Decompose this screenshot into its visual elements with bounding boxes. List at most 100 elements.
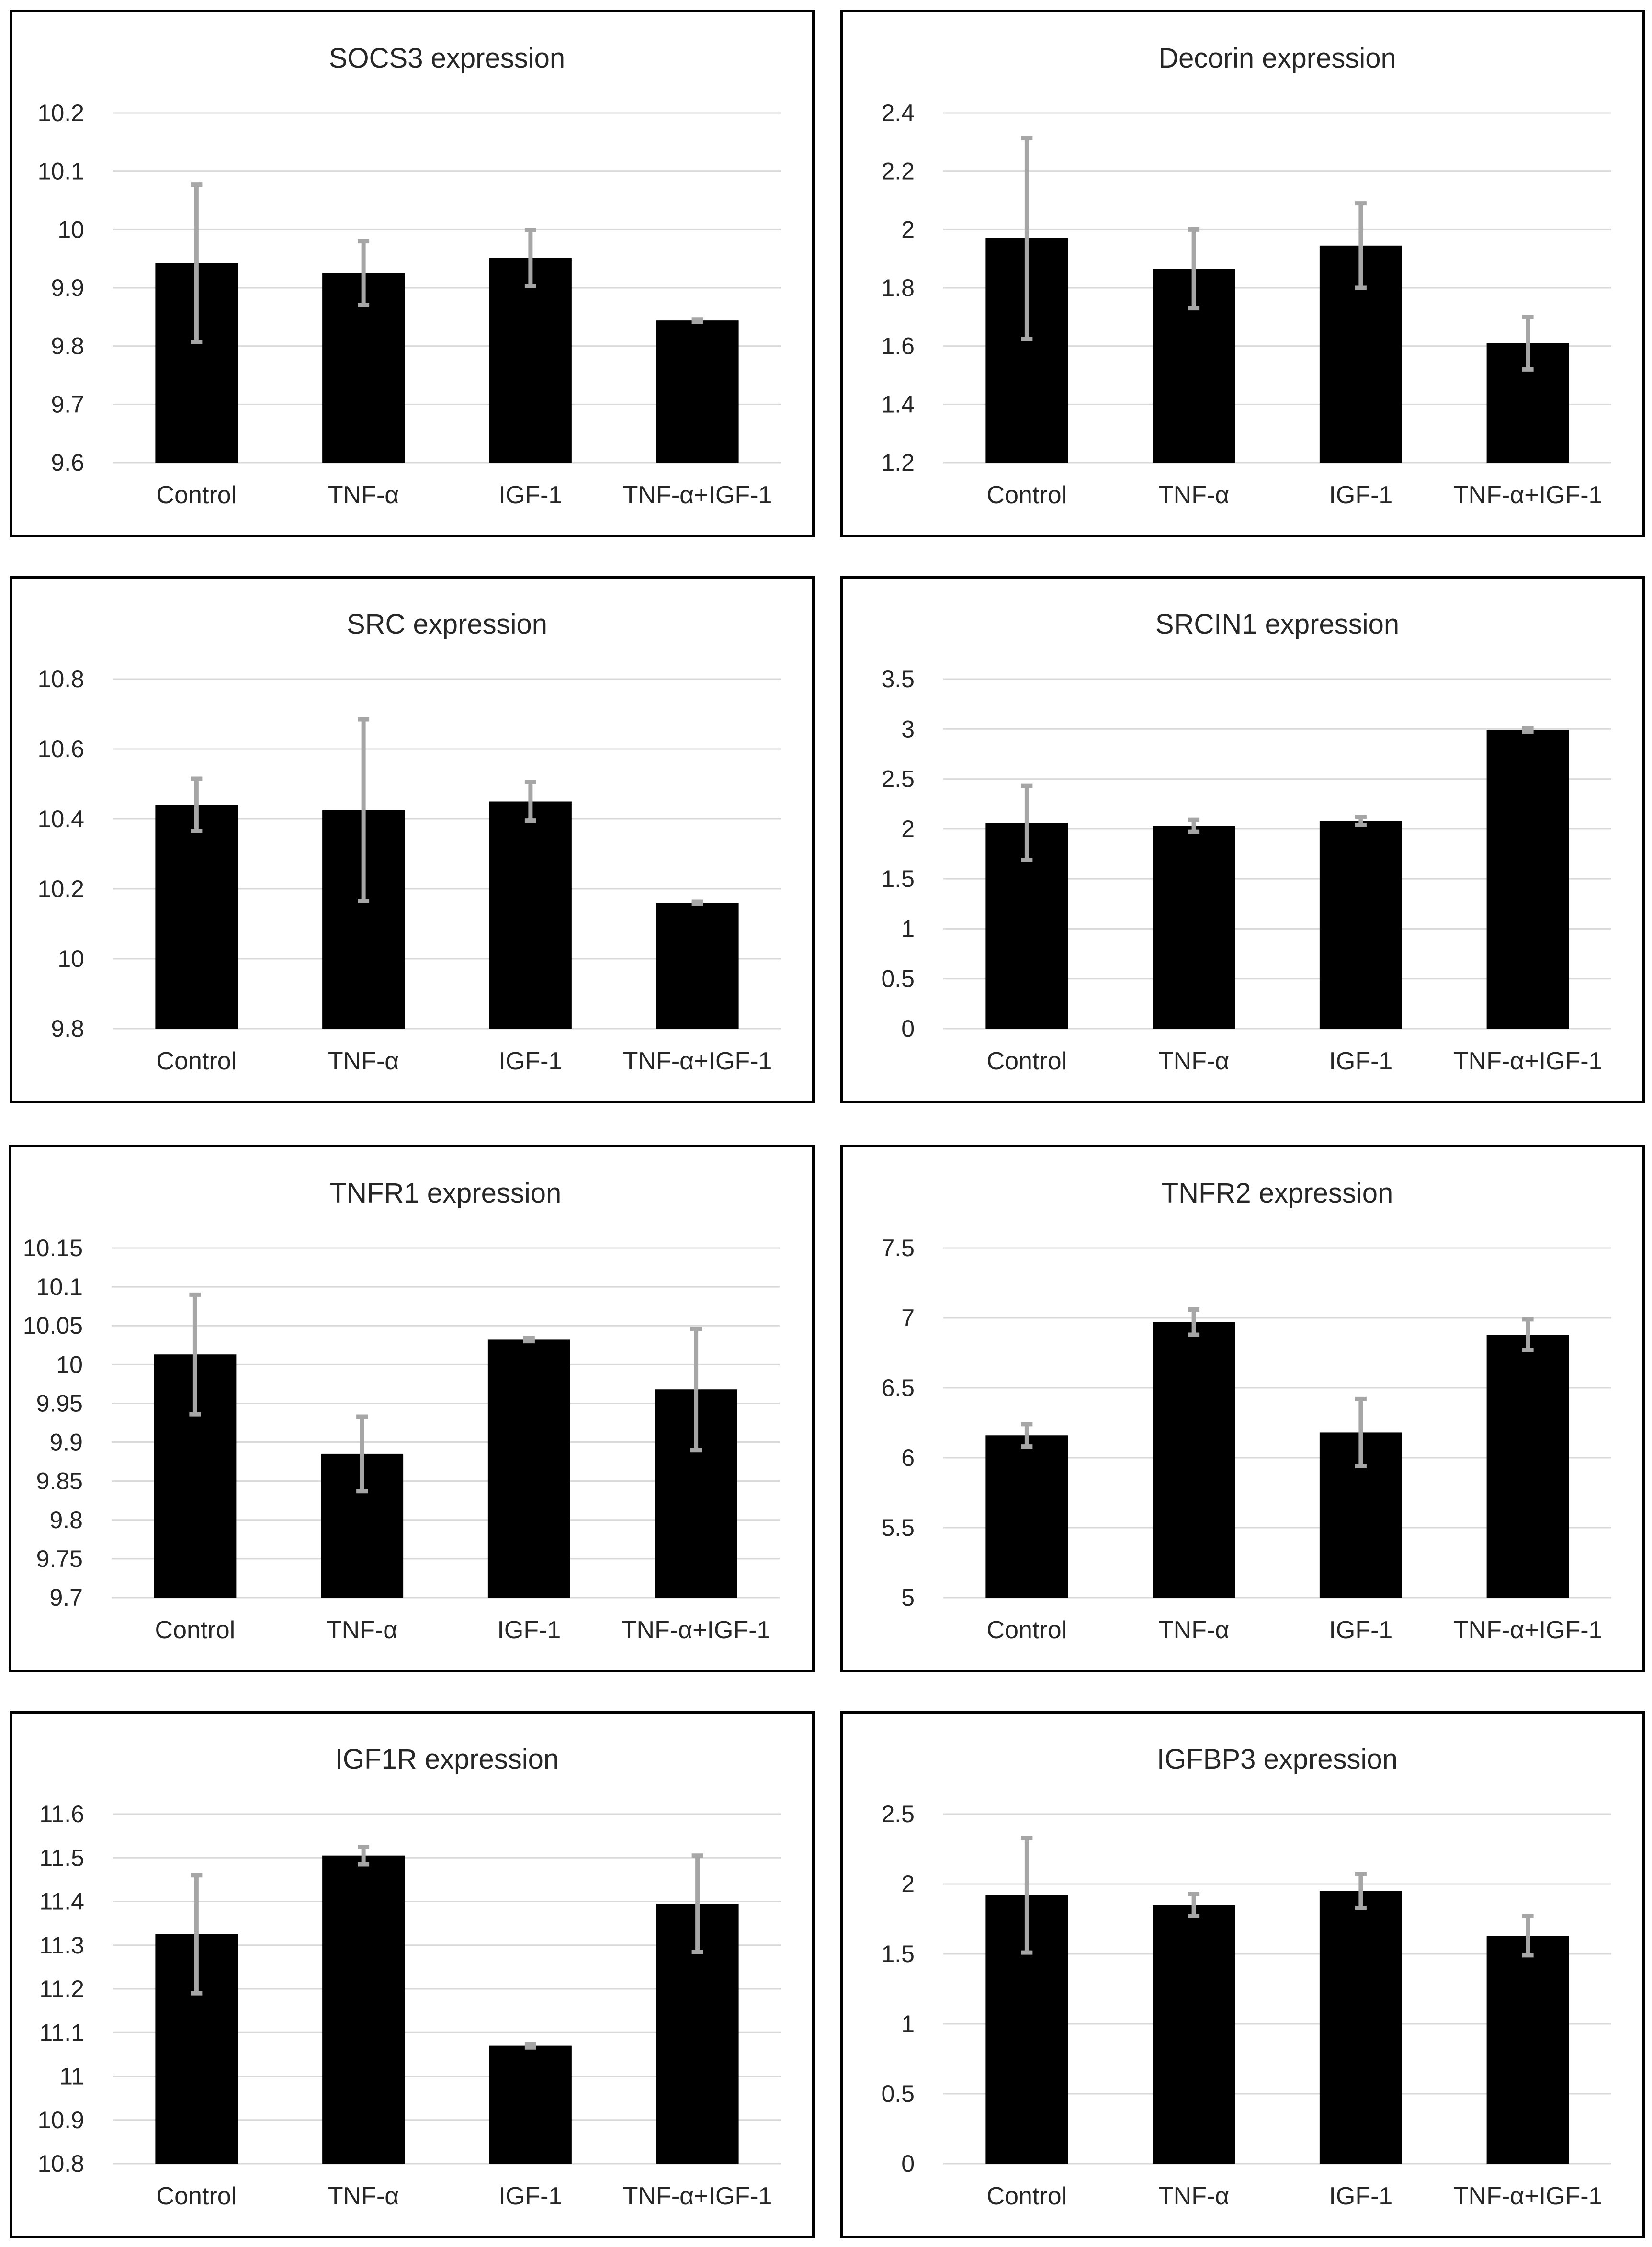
x-tick-label: TNF-α [1158,481,1229,509]
error-bar-tnf-alpha-plus-igf-1 [691,317,703,324]
y-tick-label: 1.6 [881,333,915,360]
x-tick-label: IGF-1 [498,481,562,509]
y-tick-label: 11.5 [39,1844,84,1871]
y-tick-label: 0.5 [881,2080,915,2107]
x-tick-label: Control [157,1047,237,1075]
y-tick-label: 1 [901,2010,915,2037]
y-tick-label: 10.15 [23,1235,83,1261]
x-tick-label: TNF-α+IGF-1 [1453,481,1603,509]
y-tick-label: 1.5 [881,865,915,892]
error-bar-control [1021,136,1033,341]
y-tick-label: 11.3 [39,1932,84,1959]
error-bar-tnf-alpha [1188,817,1200,834]
chart-title: Decorin expression [1158,43,1396,74]
bar-igf-1 [489,2045,572,2164]
srcin1-chart-panel: SRCIN1 expression 0 0.5 1 1.5 2 2.5 3 3.5 Control… [840,576,1645,1103]
bar-igf-1 [1319,821,1402,1029]
bar-igf-1 [487,1339,570,1598]
error-bar-tnf-alpha-plus-igf-1 [1522,1317,1534,1352]
x-tick-label: Control [157,2182,237,2210]
y-tick-label: 0 [901,1015,915,1042]
x-tick-label: TNF-α [328,2182,399,2210]
error-bar-tnf-alpha-plus-igf-1 [1522,1914,1534,1958]
y-tick-label: 11.6 [39,1801,84,1827]
x-tick-label: IGF-1 [498,2182,562,2210]
y-tick-label: 10.6 [38,736,84,762]
error-bar-tnf-alpha [1188,1891,1200,1918]
error-bar-tnf-alpha-plus-igf-1 [1522,726,1534,735]
y-tick-label: 10.4 [38,806,84,832]
x-tick-label: TNF-α [328,481,399,509]
x-tick-label: TNF-α [328,1047,399,1075]
bar-tnf-alpha-plus-igf-1 [656,320,739,463]
y-tick-label: 2 [901,1871,915,1897]
x-tick-label: TNF-α+IGF-1 [623,1047,772,1075]
x-tick-label: Control [987,481,1067,509]
error-bar-control [1021,1836,1033,1955]
y-tick-label: 9.8 [49,1507,83,1533]
error-bar-igf-1 [524,2042,536,2050]
chart-svg: SRCIN1 expression 0 0.5 1 1.5 2 2.5 3 3.5 Control… [881,609,1611,1075]
y-tick-label: 9.85 [36,1468,83,1495]
y-tick-label: 10.05 [23,1312,83,1339]
y-tick-label: 6 [901,1444,915,1471]
y-tick-label: 9.8 [51,1015,84,1042]
y-tick-label: 2.2 [881,158,915,185]
error-bar-control [189,1292,201,1417]
error-bar-tnf-alpha [358,1844,370,1867]
error-bar-igf-1 [1355,1872,1367,1910]
chart-svg: IGF1R expression 10.8 10.9 11 11.1 11.2 11.3 11… [38,1744,781,2210]
x-tick-label: TNF-α [1158,2182,1229,2210]
error-bar-igf-1 [523,1336,535,1344]
y-tick-label: 9.95 [36,1390,83,1417]
chart-svg: TNFR1 expression 9.7 9.75 9.8 9.85 9.9 9.95 10 1… [23,1178,780,1644]
y-tick-label: 10.2 [38,875,84,902]
bar-tnf-alpha [1153,1905,1235,2164]
chart-svg: Decorin expression 1.2 1.4 1.6 1.8 2 2.2 2.4 Con… [881,43,1611,509]
y-tick-label: 0 [901,2150,915,2177]
y-tick-label: 10.8 [38,666,84,692]
y-tick-label: 1.5 [881,1941,915,1967]
x-tick-label: IGF-1 [497,1616,561,1644]
y-tick-label: 3 [901,715,915,742]
y-tick-label: 2 [901,216,915,243]
y-tick-label: 1.8 [881,274,915,301]
y-tick-label: 1.4 [881,391,915,418]
error-bar-igf-1 [1355,815,1367,828]
socs3-chart-panel: SOCS3 expression 9.6 9.7 9.8 9.9 10 10.1 10.2 Co… [10,10,815,537]
tnfr2-chart-panel: TNFR2 expression 5 5.5 6 6.5 7 7.5 Control TNF-α… [840,1145,1645,1672]
tnfr1-chart-panel: TNFR1 expression 9.7 9.75 9.8 9.85 9.9 9.95 10 1… [9,1145,815,1672]
x-tick-label: TNF-α [1158,1047,1229,1075]
chart-title: IGF1R expression [335,1744,559,1775]
x-tick-label: IGF-1 [1329,481,1392,509]
chart-svg: SOCS3 expression 9.6 9.7 9.8 9.9 10 10.1 10.2 Co… [38,43,781,509]
bar-tnf-alpha-plus-igf-1 [1486,1335,1569,1598]
chart-svg: TNFR2 expression 5 5.5 6 6.5 7 7.5 Control TNF-α… [881,1178,1611,1644]
y-tick-label: 11 [59,2063,84,2090]
y-tick-label: 10.8 [38,2150,84,2177]
y-tick-label: 2.4 [881,100,915,126]
bar-igf-1 [1319,1891,1402,2164]
chart-title: SRCIN1 expression [1155,609,1399,640]
x-tick-label: IGF-1 [1329,1616,1392,1644]
y-tick-label: 2.5 [881,1801,915,1827]
x-tick-label: TNF-α+IGF-1 [623,2182,772,2210]
error-bar-control [191,776,203,834]
x-tick-label: TNF-α+IGF-1 [623,481,772,509]
y-tick-label: 2.5 [881,766,915,793]
x-tick-label: IGF-1 [498,1047,562,1075]
x-tick-label: TNF-α [1158,1616,1229,1644]
error-bar-control [1021,1422,1033,1449]
bar-tnf-alpha [1153,1322,1235,1598]
y-tick-label: 11.2 [39,1975,84,2002]
error-bar-control [191,182,203,344]
igfbp3-chart-panel: IGFBP3 expression 0 0.5 1 1.5 2 2.5 Control TNF-… [840,1711,1645,2238]
bar-tnf-alpha [322,1855,405,2164]
bar-igf-1 [489,801,572,1029]
y-tick-label: 0.5 [881,965,915,992]
error-bar-tnf-alpha [358,717,370,904]
chart-title: IGFBP3 expression [1157,1744,1398,1775]
y-tick-label: 11.1 [39,2019,84,2046]
y-tick-label: 9.9 [51,274,84,301]
x-tick-label: TNF-α+IGF-1 [1453,1616,1603,1644]
